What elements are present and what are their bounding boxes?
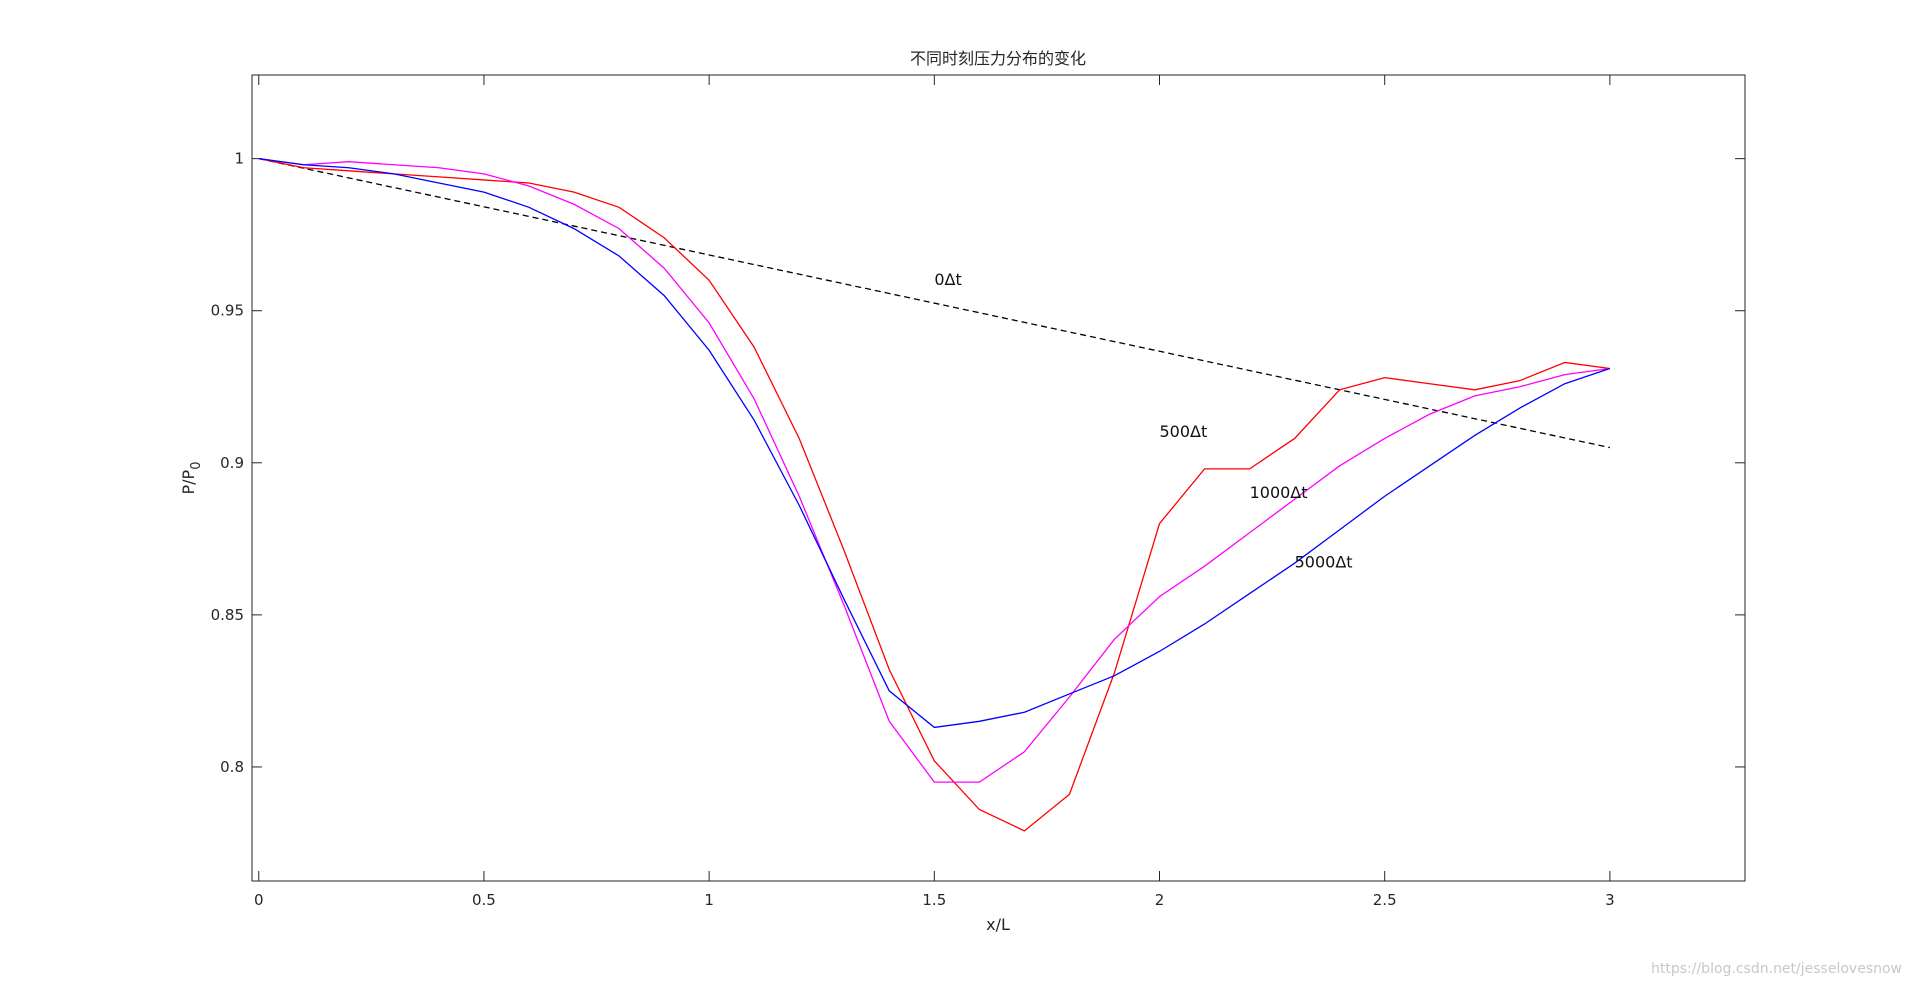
ticks-layer: 0 0.5 1 1.5 2 2.5 3 0.8 0.85 0.9 0.95 1 xyxy=(211,75,1745,909)
y-tick-label: 0.9 xyxy=(220,454,244,472)
x-tick-label: 0 xyxy=(254,891,264,909)
series-layer xyxy=(258,157,1611,832)
y-axis-label-main: P/P xyxy=(179,469,198,494)
y-tick-label: 1 xyxy=(234,150,244,168)
series-line-t0 xyxy=(258,158,1611,449)
series-line-t1000 xyxy=(258,157,1610,783)
y-axis-label: P/P0 xyxy=(179,462,204,495)
y-tick-label: 0.8 xyxy=(220,758,244,776)
series-annotation: 0Δt xyxy=(934,270,961,289)
x-axis-label: x/L xyxy=(986,915,1010,934)
watermark: https://blog.csdn.net/jesselovesnow xyxy=(1651,961,1902,977)
series-line-t5000 xyxy=(258,157,1611,729)
series-annotation: 500Δt xyxy=(1160,422,1208,441)
y-axis-label-subscript: 0 xyxy=(189,462,204,470)
x-tick-label: 1.5 xyxy=(922,891,946,909)
annotation-layer: 0Δt 500Δt 1000Δt 5000Δt xyxy=(934,270,1352,572)
x-tick-label: 0.5 xyxy=(472,891,496,909)
plot-area xyxy=(251,74,1746,882)
series-annotation: 5000Δt xyxy=(1295,553,1353,572)
y-tick-label: 0.85 xyxy=(211,606,244,624)
x-tick-label: 3 xyxy=(1605,891,1615,909)
chart-title: 不同时刻压力分布的变化 xyxy=(910,49,1086,68)
series-annotation: 1000Δt xyxy=(1250,483,1308,502)
y-tick-label: 0.95 xyxy=(211,302,244,320)
x-tick-label: 2.5 xyxy=(1373,891,1397,909)
x-tick-label: 2 xyxy=(1155,891,1165,909)
series-line-t500 xyxy=(258,158,1610,832)
svg-text:P/P0: P/P0 xyxy=(179,462,204,495)
x-tick-label: 1 xyxy=(704,891,714,909)
